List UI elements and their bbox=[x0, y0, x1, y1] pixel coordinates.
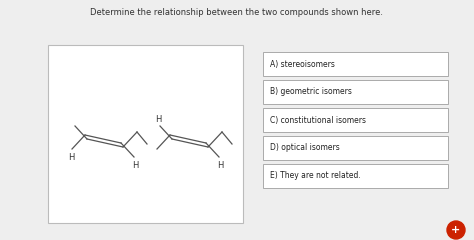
Text: H: H bbox=[132, 161, 138, 169]
Text: D) optical isomers: D) optical isomers bbox=[270, 144, 340, 152]
Text: H: H bbox=[68, 152, 74, 162]
Circle shape bbox=[447, 221, 465, 239]
FancyBboxPatch shape bbox=[263, 80, 448, 104]
Text: +: + bbox=[451, 225, 461, 235]
FancyBboxPatch shape bbox=[263, 52, 448, 76]
Text: E) They are not related.: E) They are not related. bbox=[270, 172, 361, 180]
Text: A) stereoisomers: A) stereoisomers bbox=[270, 60, 335, 68]
FancyBboxPatch shape bbox=[263, 108, 448, 132]
Text: Determine the relationship between the two compounds shown here.: Determine the relationship between the t… bbox=[91, 8, 383, 17]
FancyBboxPatch shape bbox=[48, 45, 243, 223]
Text: H: H bbox=[217, 161, 223, 169]
Text: B) geometric isomers: B) geometric isomers bbox=[270, 88, 352, 96]
FancyBboxPatch shape bbox=[263, 136, 448, 160]
Text: H: H bbox=[155, 114, 161, 124]
FancyBboxPatch shape bbox=[263, 164, 448, 188]
Text: C) constitutional isomers: C) constitutional isomers bbox=[270, 115, 366, 125]
